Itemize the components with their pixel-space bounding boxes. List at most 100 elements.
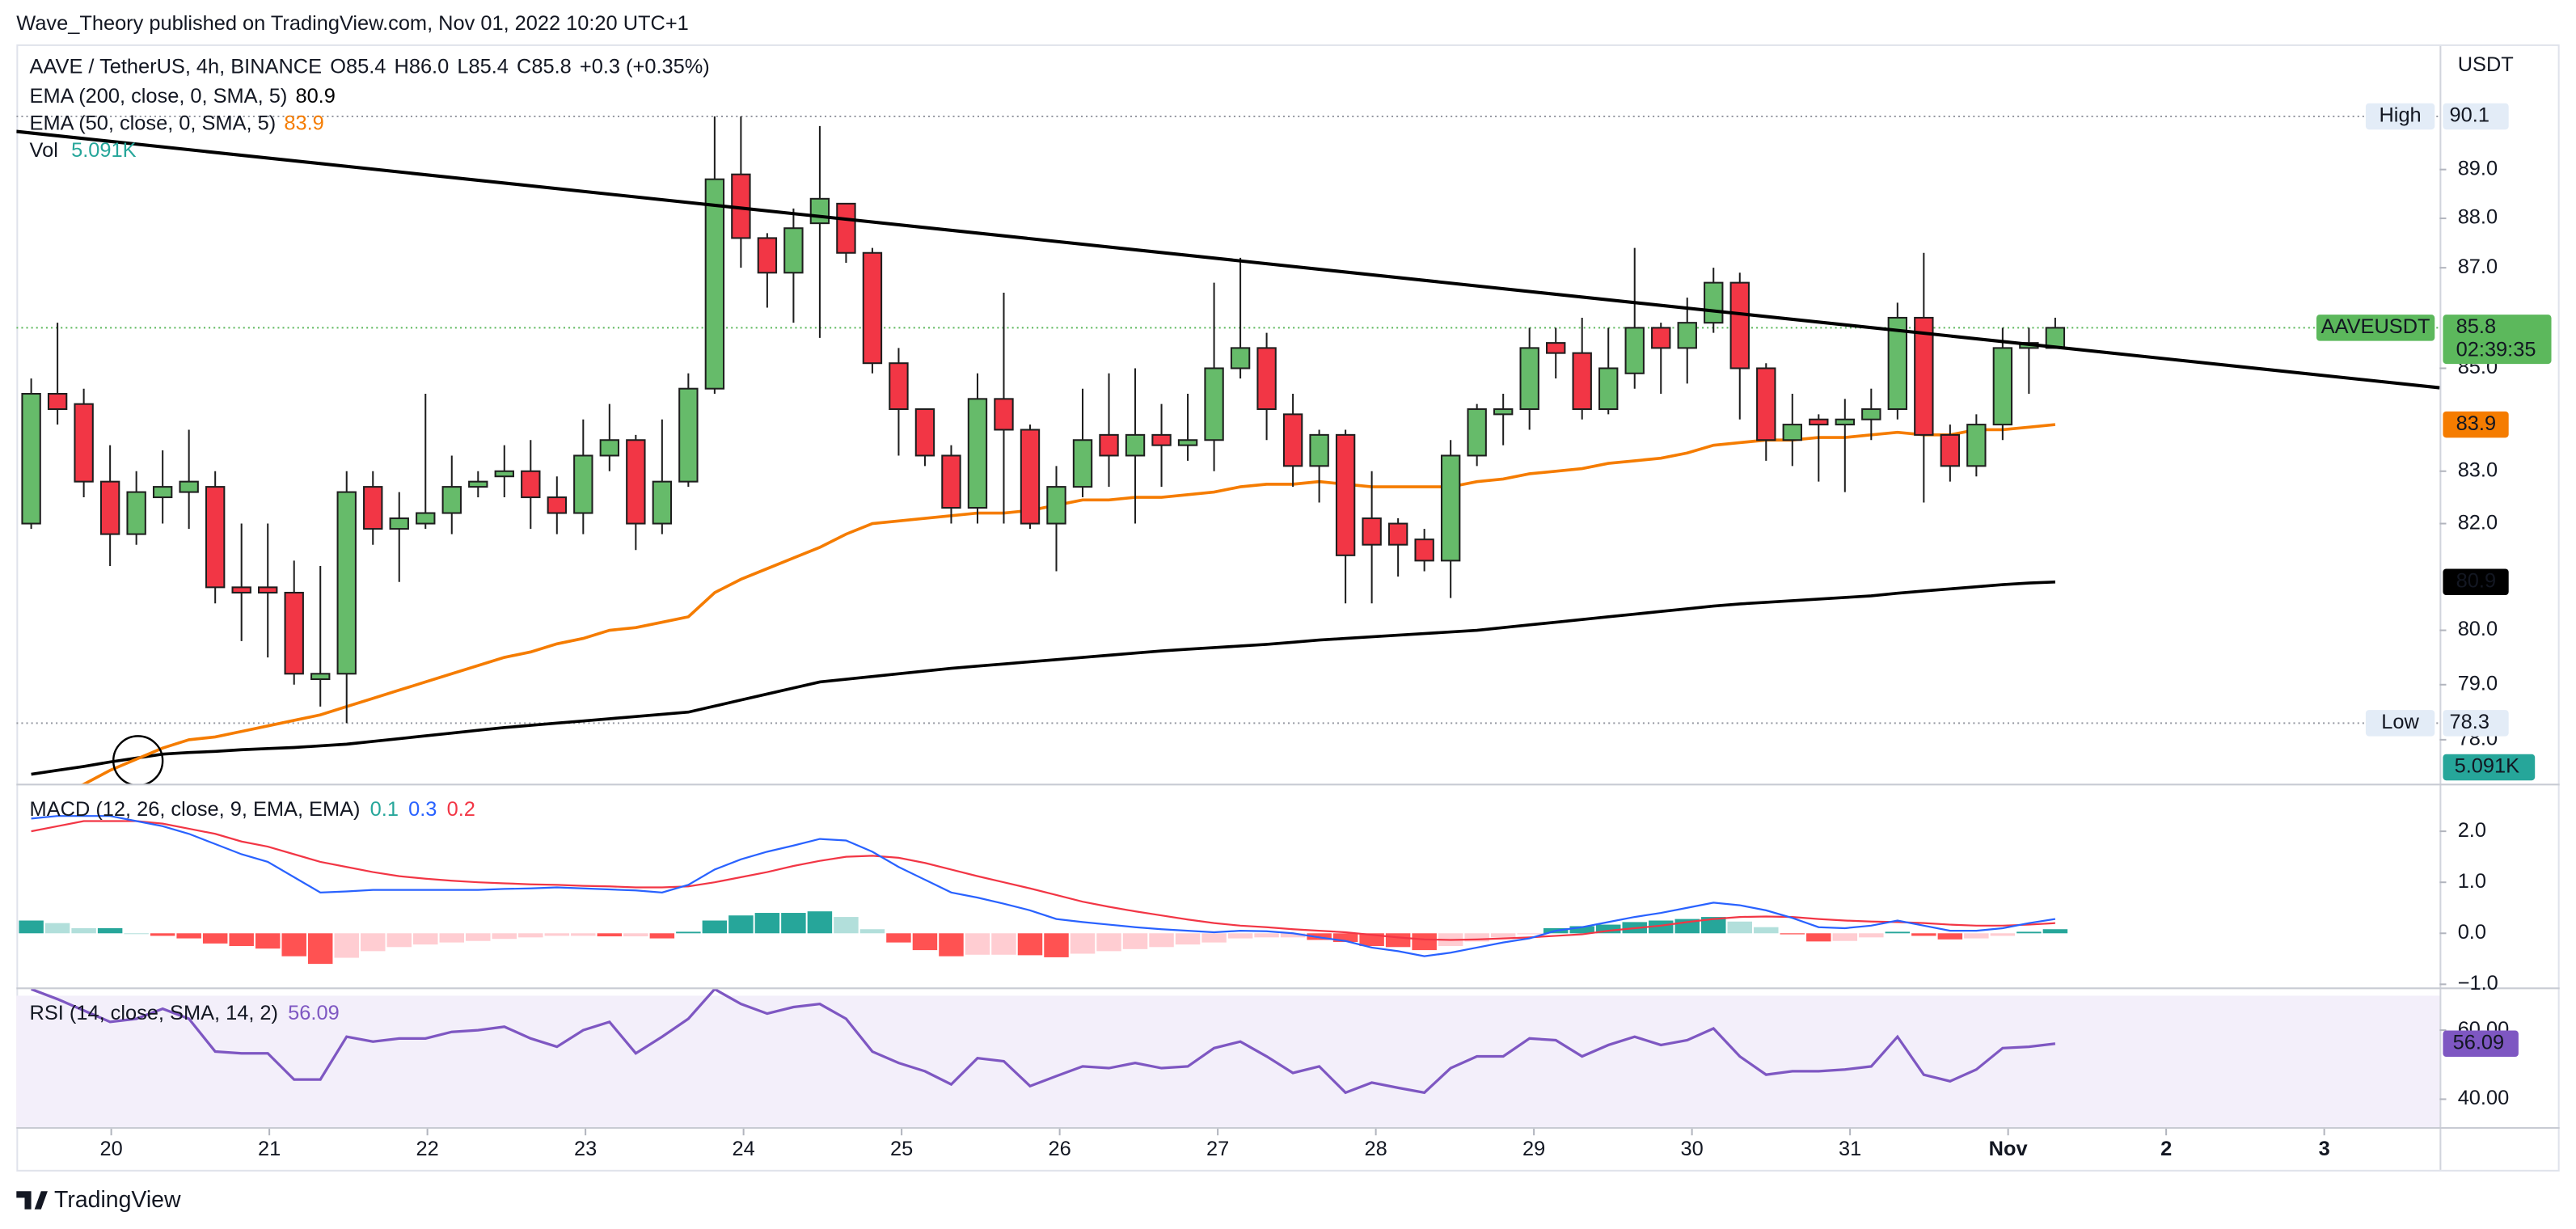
histogram-bar (360, 933, 386, 952)
x-tick-label: 22 (416, 1138, 439, 1160)
candle-body (1809, 418, 1829, 426)
axis-tag-label-bg (2365, 103, 2435, 130)
legend-value: 56.09 (288, 1001, 339, 1024)
candle-body (914, 408, 935, 457)
candle-body (1940, 433, 1961, 467)
x-tick-label: 30 (1681, 1138, 1704, 1160)
ohlc-value: O85.4 (330, 55, 386, 78)
candle-body (862, 251, 883, 365)
y-tick-label: −1.0 (2458, 972, 2498, 995)
histogram-bar (1044, 933, 1069, 957)
candle-body (1072, 439, 1093, 488)
y-tick-label: 1.0 (2458, 870, 2486, 893)
y-tick-label: 40.00 (2458, 1087, 2509, 1109)
histogram-bar (807, 911, 833, 934)
candle-body (1099, 433, 1119, 457)
histogram-bar (176, 933, 201, 939)
histogram-bar (1070, 933, 1096, 954)
candle-body (258, 586, 278, 593)
y-tick-label: 88.0 (2458, 206, 2498, 229)
candle-body (652, 480, 673, 525)
histogram-bar (2016, 931, 2042, 934)
histogram-bar (1096, 933, 1121, 952)
symbol: AAVE / TetherUS, 4h, BINANCE (30, 55, 322, 78)
histogram-bar (1412, 933, 1437, 951)
candle-body (21, 392, 41, 525)
candle-body (310, 673, 331, 681)
price-pane (16, 115, 2440, 784)
ohlc-value: C85.8 (517, 55, 572, 78)
signal-line (31, 820, 2055, 941)
candle-body (494, 470, 514, 478)
axis-tag-value: 78.3 (2450, 711, 2489, 733)
circle-marker (112, 735, 164, 784)
histogram-bar (1701, 917, 1726, 934)
histogram-bar (386, 933, 412, 948)
histogram-bar (466, 933, 491, 941)
candle-body (1309, 433, 1329, 467)
histogram-bar (19, 920, 44, 934)
axis-tag-value: 90.1 (2450, 104, 2489, 127)
candle-body (521, 470, 541, 499)
axis-tag-value: 56.09 (2453, 1031, 2504, 1054)
histogram-bar (912, 933, 938, 951)
legend-line: Vol 5.091K (30, 139, 137, 162)
histogram-bar (255, 933, 281, 949)
histogram-bar (281, 933, 306, 957)
candle-body (1651, 327, 1671, 349)
histogram-bar (1464, 933, 1489, 942)
legend-line: AAVE / TetherUS, 4h, BINANCE O85.4 H86.0 L8… (30, 55, 710, 78)
candle-body (1677, 322, 1697, 349)
x-tick-label: 20 (100, 1138, 123, 1160)
histogram-bar (97, 927, 123, 934)
candle-body (1598, 367, 1619, 411)
x-tick-label: Nov (1989, 1138, 2028, 1160)
histogram-bar (1122, 933, 1148, 949)
histogram-bar (1280, 933, 1306, 938)
brand-logo (16, 1191, 48, 1210)
candle-body (1914, 316, 1934, 436)
candle-body (284, 591, 304, 675)
candle-body (1414, 538, 1434, 562)
candle-body (1493, 408, 1514, 416)
histogram-bar (202, 933, 228, 944)
candle-body (678, 387, 699, 483)
histogram-bar (1332, 933, 1358, 943)
histogram-bar (544, 933, 570, 936)
candle-body (363, 486, 383, 530)
y-tick-label: 82.0 (2458, 511, 2498, 534)
legend-value: 80.9 (295, 85, 335, 108)
candle-body (1704, 281, 1724, 324)
candle-body (1756, 367, 1776, 441)
histogram-bar (1727, 921, 1753, 934)
ema-line (81, 423, 2056, 784)
histogram-bar (1385, 933, 1411, 948)
histogram-bar (623, 933, 648, 937)
change: +0.3 (+0.35%) (580, 55, 710, 78)
candle-body (1467, 408, 1487, 457)
histogram-bar (71, 927, 96, 934)
legend-line: MACD (12, 26, close, 9, EMA, EMA) 0.1 0.3 0… (30, 798, 475, 821)
x-tick-label: 3 (2319, 1138, 2330, 1160)
legend-value: 83.9 (284, 112, 323, 134)
candle-body (1729, 281, 1750, 370)
histogram-bar (1937, 933, 1963, 940)
histogram-bar (1359, 933, 1384, 947)
legend-value: 0.2 (447, 798, 475, 821)
candle-body (47, 392, 68, 411)
candle-body (1282, 413, 1303, 467)
candle-body (468, 480, 488, 488)
legend-value: 0.3 (408, 798, 437, 821)
axis-tag-bg (2443, 103, 2509, 130)
x-tick-label: 24 (733, 1138, 755, 1160)
histogram-bar (728, 915, 754, 934)
rsi-pane (31, 989, 2056, 1095)
publisher-line: Wave_Theory published on TradingView.com… (16, 12, 688, 35)
legend-line: EMA (50, close, 0, SMA, 5) 83.9 (30, 112, 324, 134)
candle-body (1020, 429, 1041, 525)
histogram-bar (754, 913, 780, 934)
y-tick-label: 87.0 (2458, 256, 2498, 278)
histogram-bar (1990, 933, 2016, 936)
axis-tag-countdown: 02:39:35 (2456, 339, 2536, 361)
histogram-bar (886, 933, 911, 943)
